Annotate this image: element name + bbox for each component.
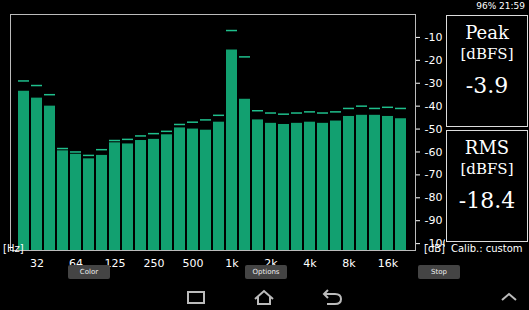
html-text:RMS: RMS: [464, 137, 510, 158]
html-text:-3.9: -3.9: [465, 73, 509, 98]
svg-text:1k: 1k: [225, 257, 239, 268]
svg-text:32: 32: [30, 257, 44, 268]
svg-text:-70: -70: [425, 168, 443, 181]
html-text:[dBFS]: [dBFS]: [460, 160, 514, 178]
svg-text:-40: -40: [425, 100, 443, 113]
svg-text:4k: 4k: [303, 257, 317, 268]
html-text:[Hz]: [Hz]: [3, 243, 24, 254]
html-text:Calib.: custom: Calib.: custom: [451, 243, 523, 254]
html-text:Options: Options: [252, 268, 280, 276]
html-text:[dB]: [dB]: [424, 243, 445, 254]
svg-text:250: 250: [144, 257, 165, 268]
html-text:96% 21:59: 96% 21:59: [476, 1, 525, 11]
svg-text:500: 500: [183, 257, 204, 268]
html-text:Stop: Stop: [431, 268, 447, 276]
svg-text:8k: 8k: [342, 257, 356, 268]
svg-text:16k: 16k: [378, 257, 399, 268]
svg-text:-90: -90: [425, 214, 443, 227]
svg-text:-50: -50: [425, 123, 443, 136]
html-text:Peak: Peak: [465, 22, 509, 43]
svg-text:-60: -60: [425, 145, 443, 158]
svg-text:-20: -20: [425, 54, 443, 67]
html-text:-18.4: -18.4: [458, 188, 516, 213]
svg-text:-80: -80: [425, 191, 443, 204]
html-text:Color: Color: [79, 268, 99, 276]
svg-text:-10: -10: [425, 31, 443, 44]
svg-text:-30: -30: [425, 77, 443, 90]
html-text:[dBFS]: [dBFS]: [460, 45, 514, 63]
